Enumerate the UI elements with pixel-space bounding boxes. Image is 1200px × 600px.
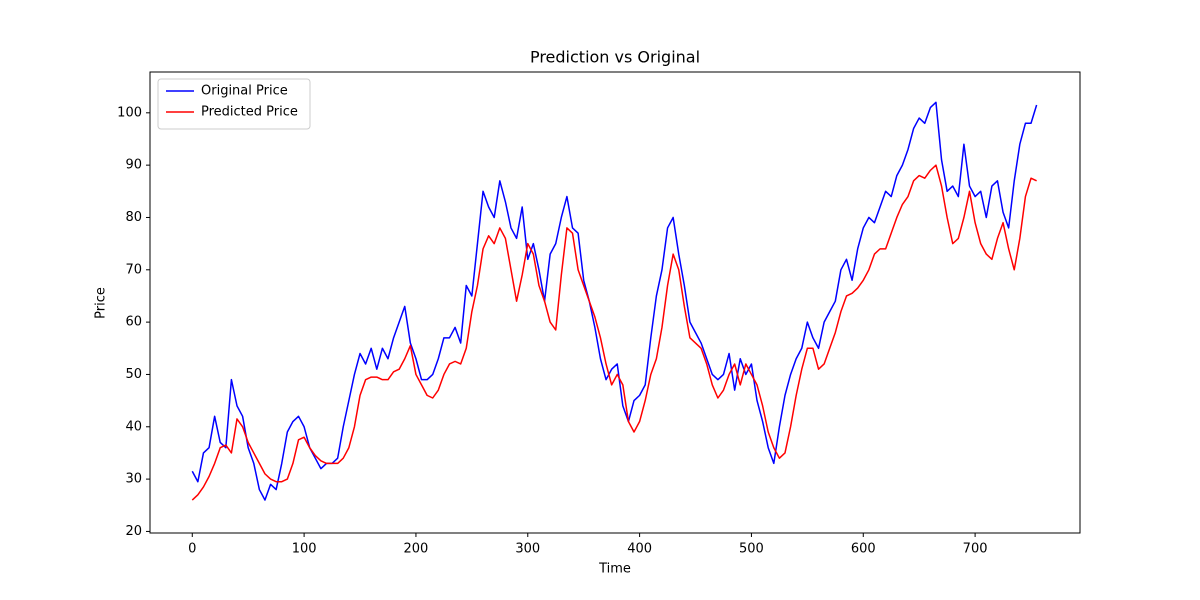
- y-tick-label: 20: [125, 524, 142, 539]
- x-tick-label: 700: [963, 542, 988, 557]
- x-tick-label: 500: [739, 542, 764, 557]
- x-tick-label: 300: [515, 542, 540, 557]
- x-tick-label: 200: [404, 542, 429, 557]
- y-tick-label: 60: [125, 315, 142, 330]
- y-axis-label: Price: [94, 287, 109, 319]
- x-tick-label: 100: [292, 542, 317, 557]
- y-tick-label: 30: [125, 472, 142, 487]
- chart-title: Prediction vs Original: [530, 48, 700, 67]
- y-tick-label: 40: [125, 419, 142, 434]
- y-tick-label: 80: [125, 210, 142, 225]
- data-line: [191, 101, 1038, 501]
- y-tick-label: 100: [117, 105, 142, 120]
- y-tick-label: 90: [125, 158, 142, 173]
- x-axis-label: Time: [598, 562, 631, 577]
- x-tick-label: 600: [851, 542, 876, 557]
- data-line: [191, 164, 1037, 501]
- legend-box: [157, 78, 311, 130]
- x-tick-label: 0: [188, 542, 196, 557]
- legend-label: Original Price: [201, 84, 288, 99]
- y-tick-label: 70: [125, 262, 142, 277]
- y-tick-label: 50: [125, 367, 142, 382]
- legend-label: Predicted Price: [201, 105, 298, 120]
- x-tick-label: 400: [627, 542, 652, 557]
- plot-frame: [149, 71, 1081, 534]
- legend: Original Price Predicted Price: [157, 78, 311, 130]
